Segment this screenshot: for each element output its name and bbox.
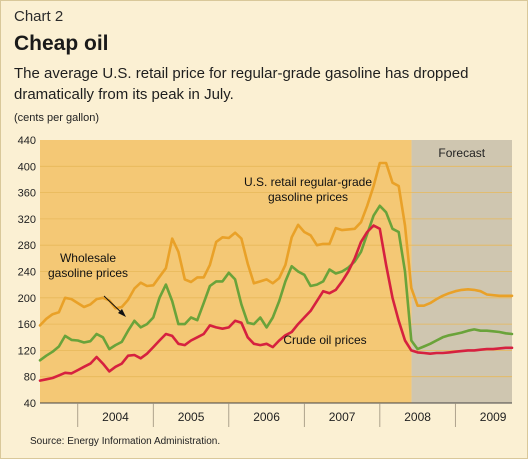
x-tick-label: 2009 <box>480 410 507 424</box>
wholesale-arrow-shaft <box>103 295 124 315</box>
y-tick-label: 280 <box>18 240 36 252</box>
y-tick-label: 360 <box>18 188 36 200</box>
crude-series-label: Crude oil prices <box>283 333 366 347</box>
x-tick-label: 2005 <box>178 410 205 424</box>
x-tick-label: 2006 <box>253 410 280 424</box>
gridlines <box>40 165 512 378</box>
wholesale-arrow-head <box>118 309 126 317</box>
retail-series-label: U.S. retail regular-grade <box>244 175 372 189</box>
x-tick-label: 2004 <box>102 410 129 424</box>
unit-label: (cents per gallon) <box>14 112 99 124</box>
y-tick-label: 40 <box>24 398 36 410</box>
chart-subtitle: The average U.S. retail price for regula… <box>14 65 469 103</box>
retail-series-label: gasoline prices <box>268 190 348 204</box>
y-tick-label: 160 <box>18 319 36 331</box>
crude-series-line <box>38 224 514 382</box>
wholesale-series-line <box>38 204 514 362</box>
retail-series-line <box>38 161 514 327</box>
x-tick-label: 2007 <box>329 410 356 424</box>
y-tick-label: 120 <box>18 345 36 357</box>
y-tick-label: 200 <box>18 293 36 305</box>
y-tick-label: 440 <box>18 135 36 147</box>
x-tick-label: 2008 <box>404 410 431 424</box>
wholesale-series-label: gasoline prices <box>48 266 128 280</box>
y-tick-label: 400 <box>18 161 36 173</box>
chart-number: Chart 2 <box>14 8 64 25</box>
y-tick-label: 320 <box>18 214 36 226</box>
source-note: Source: Energy Information Administratio… <box>30 436 221 447</box>
chart-title: Cheap oil <box>14 32 109 55</box>
y-tick-label: 80 <box>24 372 36 384</box>
forecast-label: Forecast <box>438 146 485 160</box>
series-lines <box>38 161 514 382</box>
y-tick-label: 240 <box>18 267 36 279</box>
axes: 40 80 120 160 200 240 280 320 360 400 440 2004 2005 2… <box>18 135 512 427</box>
wholesale-series-label: Wholesale <box>60 251 116 265</box>
